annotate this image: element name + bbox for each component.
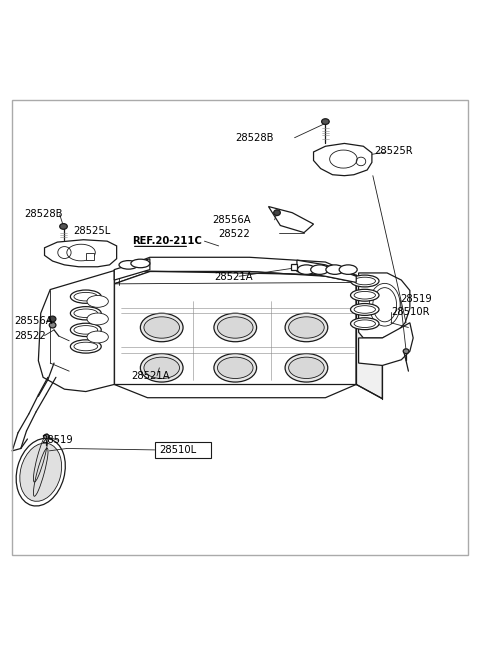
Polygon shape: [297, 260, 356, 282]
Ellipse shape: [214, 354, 257, 382]
Polygon shape: [45, 240, 117, 267]
Text: 28522: 28522: [219, 229, 251, 238]
Ellipse shape: [311, 265, 329, 274]
Polygon shape: [359, 323, 413, 365]
Ellipse shape: [285, 313, 328, 342]
Text: 28519: 28519: [400, 294, 432, 304]
Ellipse shape: [285, 354, 328, 382]
Text: 28556A: 28556A: [213, 215, 251, 225]
Ellipse shape: [350, 318, 379, 329]
Ellipse shape: [274, 210, 280, 215]
Polygon shape: [38, 271, 114, 392]
Ellipse shape: [298, 265, 315, 274]
Ellipse shape: [131, 259, 150, 268]
Ellipse shape: [44, 434, 49, 439]
Polygon shape: [359, 273, 410, 338]
Ellipse shape: [403, 349, 409, 354]
Ellipse shape: [71, 307, 101, 320]
Ellipse shape: [288, 357, 324, 379]
Polygon shape: [114, 257, 356, 284]
Ellipse shape: [71, 290, 101, 303]
Ellipse shape: [322, 119, 329, 124]
Ellipse shape: [60, 223, 67, 229]
Text: 28525L: 28525L: [73, 226, 110, 236]
Ellipse shape: [140, 354, 183, 382]
Ellipse shape: [87, 331, 108, 343]
Ellipse shape: [16, 438, 65, 506]
Ellipse shape: [20, 443, 61, 501]
Text: 28510R: 28510R: [391, 307, 430, 317]
Bar: [86, 253, 95, 259]
Text: 28528B: 28528B: [235, 133, 274, 143]
Polygon shape: [114, 259, 150, 280]
Text: 28521A: 28521A: [131, 371, 169, 381]
Ellipse shape: [326, 265, 344, 274]
Text: 28556A: 28556A: [14, 316, 53, 326]
FancyBboxPatch shape: [155, 442, 211, 458]
Ellipse shape: [350, 303, 379, 316]
Text: 28528B: 28528B: [24, 209, 62, 219]
Ellipse shape: [288, 317, 324, 338]
Ellipse shape: [71, 340, 101, 353]
Text: REF.20-211C: REF.20-211C: [132, 236, 202, 246]
Polygon shape: [313, 143, 372, 176]
Ellipse shape: [49, 322, 56, 328]
Ellipse shape: [339, 265, 357, 274]
Ellipse shape: [140, 313, 183, 342]
Bar: [291, 264, 297, 270]
Text: 28522: 28522: [14, 331, 47, 341]
Ellipse shape: [217, 317, 253, 338]
Ellipse shape: [49, 316, 56, 322]
Ellipse shape: [87, 313, 108, 325]
Text: REF.20-211C: REF.20-211C: [132, 236, 202, 246]
Polygon shape: [356, 282, 383, 399]
Ellipse shape: [144, 357, 180, 379]
Ellipse shape: [144, 317, 180, 338]
Ellipse shape: [217, 357, 253, 379]
Ellipse shape: [350, 275, 379, 287]
Text: 28525R: 28525R: [374, 146, 412, 156]
Text: 28510L: 28510L: [159, 445, 196, 455]
Ellipse shape: [214, 313, 257, 342]
Ellipse shape: [119, 261, 138, 269]
Polygon shape: [114, 272, 356, 398]
Text: 28521A: 28521A: [214, 272, 252, 282]
Ellipse shape: [87, 295, 108, 307]
Ellipse shape: [350, 290, 379, 301]
Ellipse shape: [71, 323, 101, 337]
Polygon shape: [268, 206, 313, 233]
Text: 28519: 28519: [42, 436, 73, 445]
